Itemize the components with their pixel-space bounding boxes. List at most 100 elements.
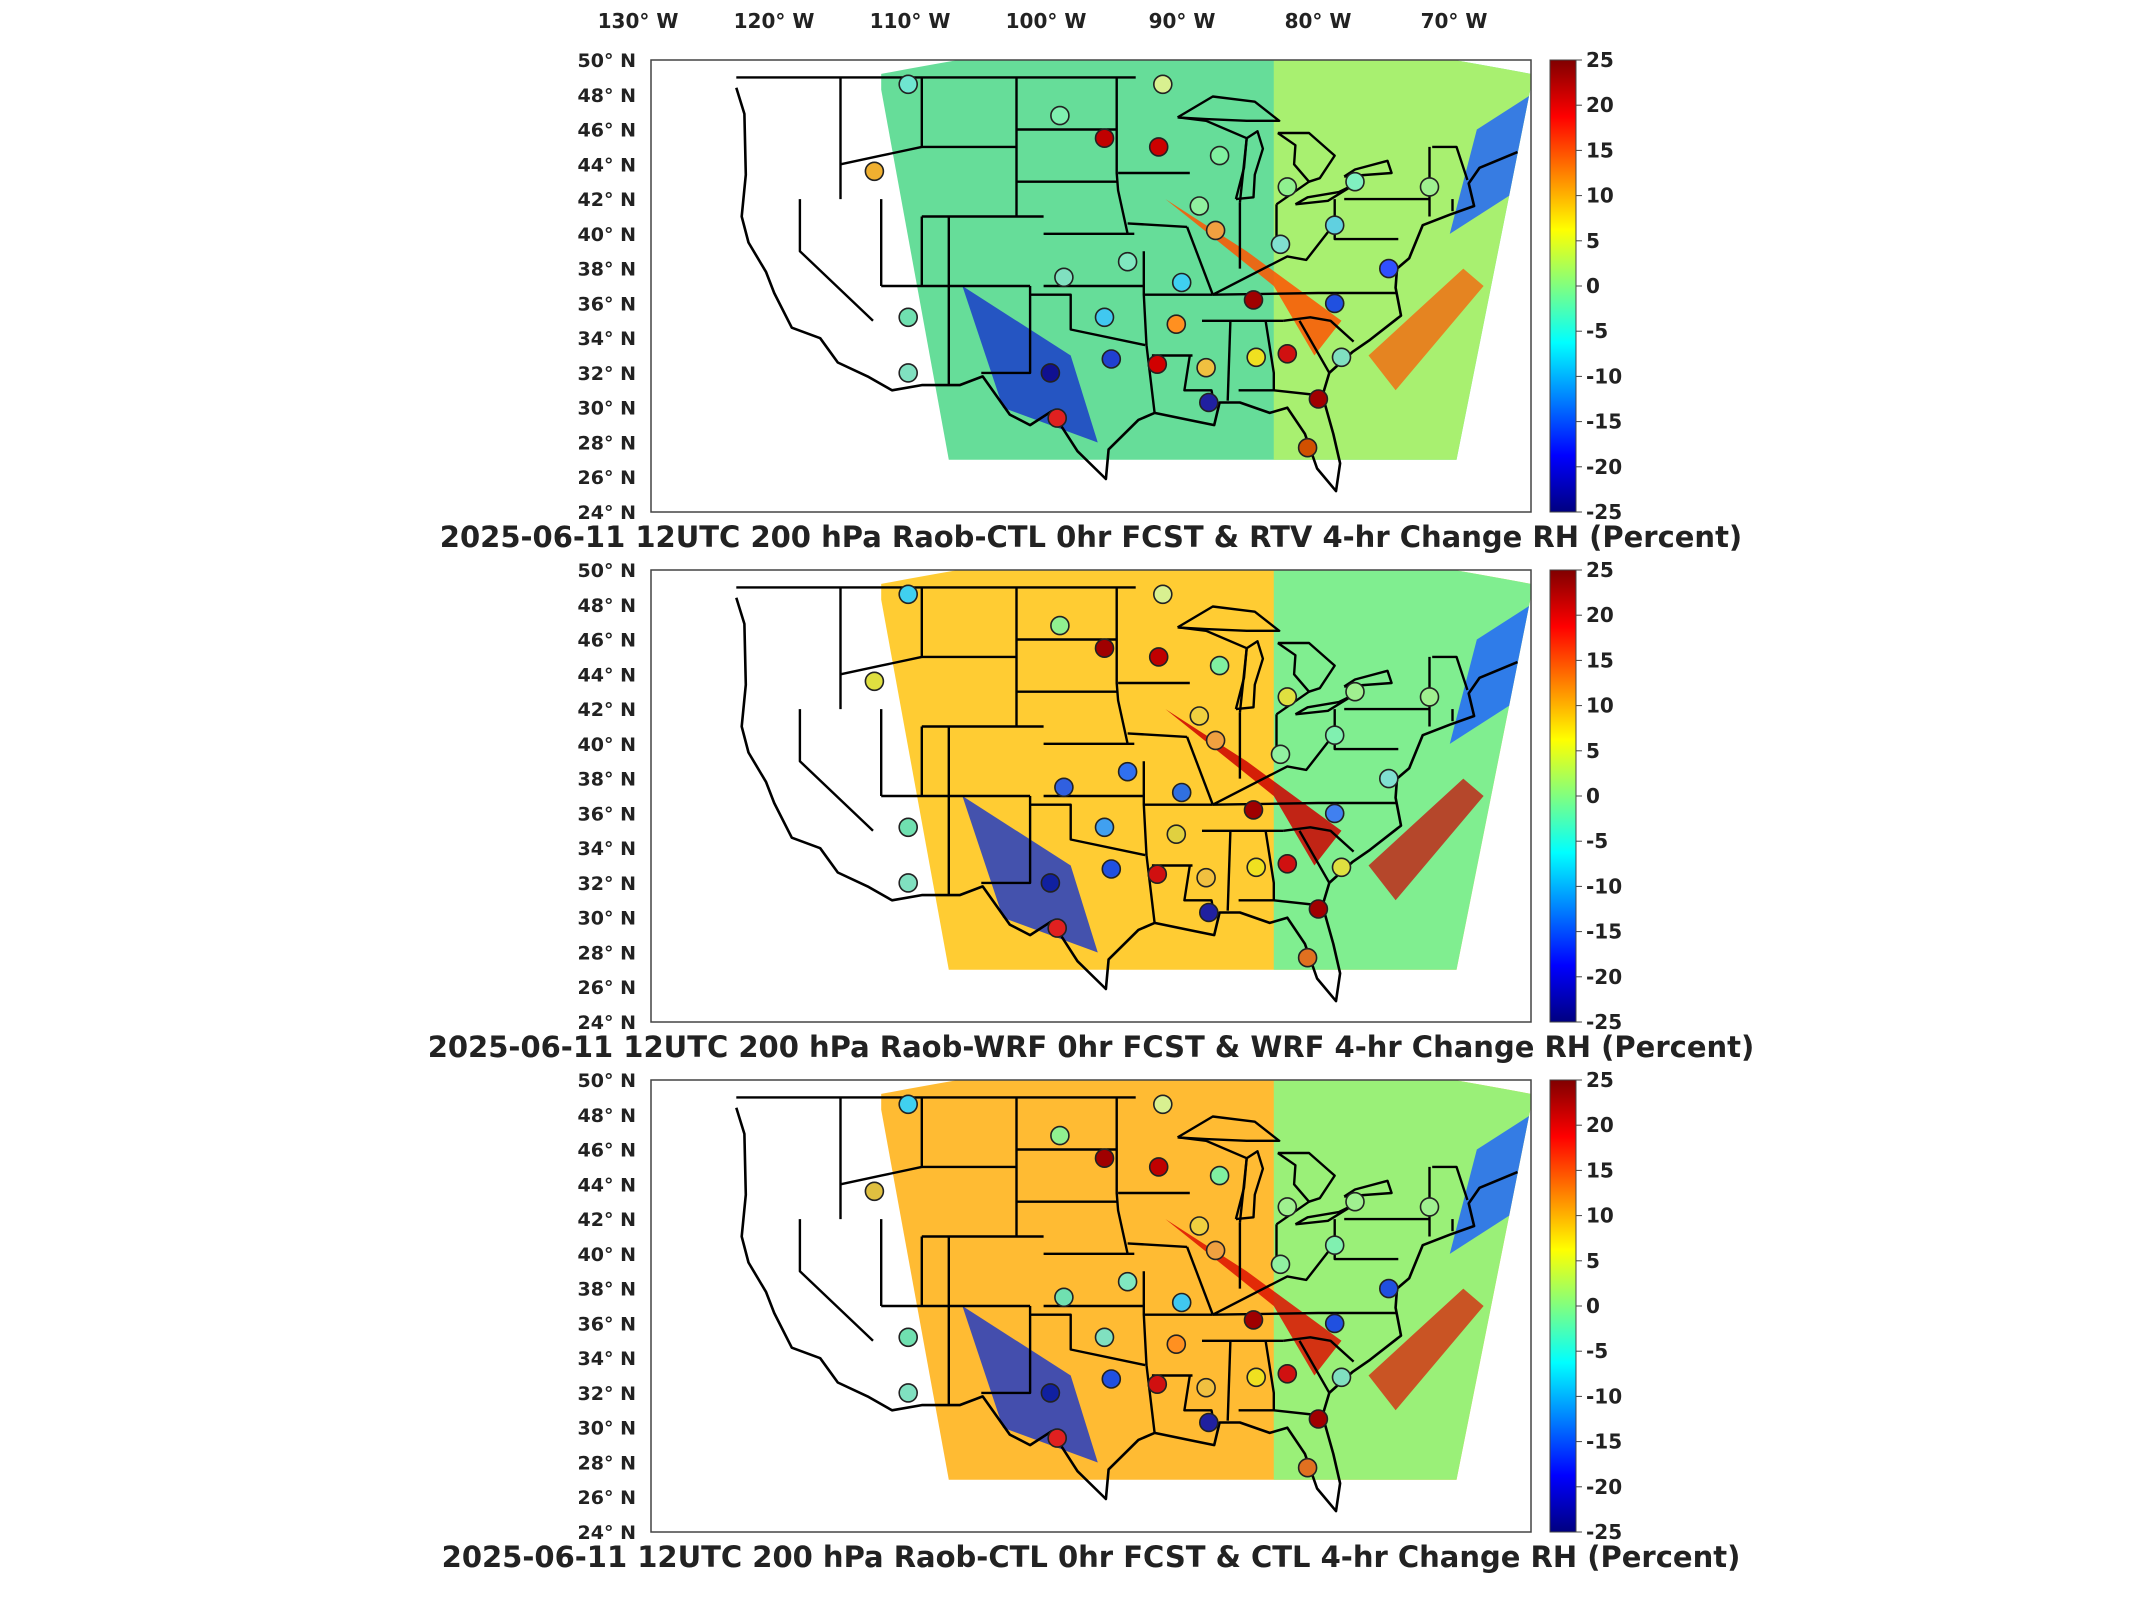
- raob-station-marker: [1040, 1383, 1061, 1403]
- raob-station-marker: [864, 161, 885, 182]
- raob-station-marker: [1147, 864, 1168, 885]
- panel-title: 2025-06-11 12UTC 200 hPa Raob-CTL 0hr FC…: [442, 1540, 1741, 1574]
- raob-station-marker: [1205, 1240, 1226, 1261]
- state-boundary: [1142, 761, 1156, 924]
- colorbar-tick-label: 5: [1586, 229, 1600, 253]
- great-lake-outline: [1343, 1179, 1393, 1198]
- raob-station-marker: [1094, 307, 1115, 328]
- raob-station-marker: [1171, 272, 1192, 293]
- raob-station-marker: [1147, 1374, 1168, 1394]
- lat-label: 38° N: [578, 259, 636, 281]
- state-boundary: [840, 1097, 923, 1186]
- raob-station-marker: [898, 873, 919, 893]
- colorbar-tick-label: 5: [1586, 1249, 1600, 1273]
- raob-station-marker: [1297, 437, 1318, 458]
- colorbar-tick-label: 10: [1586, 694, 1614, 718]
- raob-station-marker: [1117, 251, 1138, 272]
- lat-label: 28° N: [578, 1453, 636, 1475]
- state-boundary: [1212, 1242, 1336, 1316]
- state-boundary: [1226, 320, 1232, 401]
- raob-station-marker: [1040, 363, 1061, 383]
- raob-station-marker: [1196, 357, 1216, 378]
- state-boundary: [1238, 1340, 1276, 1412]
- raob-station-marker: [1324, 725, 1345, 746]
- colorbar-tick-label: -20: [1586, 1475, 1622, 1499]
- state-boundary: [1238, 320, 1276, 392]
- lat-label: 46° N: [578, 630, 636, 652]
- raob-station-marker: [1148, 647, 1169, 667]
- lon-label: 80° W: [1285, 9, 1352, 33]
- lat-label: 48° N: [578, 595, 636, 617]
- great-lake-outline: [1277, 1151, 1336, 1203]
- raob-station-marker: [898, 1327, 919, 1348]
- state-boundary: [1030, 803, 1146, 857]
- raob-station-marker: [1419, 1197, 1440, 1217]
- colorbar-tick-label: 20: [1586, 93, 1614, 117]
- great-lake-outline: [1234, 1150, 1265, 1221]
- lon-label: 110° W: [870, 9, 951, 33]
- lat-label: 44° N: [578, 154, 636, 176]
- raob-station-marker: [898, 307, 919, 328]
- colorbar-tick-label: -20: [1586, 965, 1622, 989]
- raob-station-marker: [1094, 1327, 1115, 1348]
- raob-station-marker: [1270, 1254, 1291, 1275]
- raob-station-marker: [1050, 1125, 1070, 1146]
- raob-station-marker: [1324, 1235, 1345, 1255]
- colorbar-tick-label: -15: [1586, 920, 1622, 944]
- raob-station-marker: [1054, 267, 1074, 288]
- state-boundary: [1333, 709, 1399, 751]
- raob-station-marker: [1297, 947, 1318, 968]
- great-lake-outline: [1343, 669, 1393, 688]
- lat-label: 44° N: [578, 664, 636, 686]
- lat-label: 26° N: [578, 467, 636, 489]
- raob-station-marker: [1379, 1278, 1399, 1299]
- great-lake-outline: [1277, 131, 1336, 183]
- lat-label: 24° N: [578, 1522, 636, 1544]
- state-boundary: [1115, 77, 1129, 235]
- colorbar-tick-label: 25: [1586, 48, 1614, 72]
- state-boundary: [981, 286, 1032, 375]
- raob-station-marker: [1308, 899, 1329, 919]
- raob-station-marker: [1153, 584, 1173, 605]
- state-boundary: [1142, 251, 1156, 414]
- lat-label: 42° N: [578, 699, 636, 721]
- raob-station-marker: [1094, 128, 1115, 148]
- colorbar-tick-label: 25: [1586, 1068, 1614, 1092]
- colorbar-tick-label: 10: [1586, 184, 1614, 208]
- colorbar: [1549, 1079, 1577, 1533]
- raob-station-marker: [1171, 1292, 1192, 1313]
- raob-station-marker: [1147, 354, 1168, 375]
- raob-station-marker: [1166, 824, 1187, 845]
- colorbar-tick-label: -15: [1586, 410, 1622, 434]
- colorbar-tick-label: 20: [1586, 603, 1614, 627]
- raob-station-marker: [1205, 730, 1226, 751]
- longitude-axis: 130° W 120° W 110° W 100° W 90° W 80° W 70° W: [598, 9, 1488, 33]
- raob-station-marker: [1101, 349, 1122, 369]
- colorbar-tick-label: -5: [1586, 1339, 1608, 1363]
- state-boundary: [840, 587, 923, 676]
- state-boundary: [1283, 316, 1355, 343]
- state-boundary: [1185, 1246, 1214, 1316]
- lat-label: 26° N: [578, 977, 636, 999]
- raob-station-marker: [1345, 681, 1365, 702]
- raob-station-marker: [1243, 1310, 1264, 1330]
- state-boundary: [1238, 830, 1276, 902]
- raob-station-marker: [1324, 803, 1345, 824]
- raob-station-marker: [1050, 615, 1070, 636]
- lat-label: 38° N: [578, 1279, 636, 1301]
- raob-station-marker: [1047, 408, 1067, 428]
- state-boundary: [798, 199, 874, 322]
- lat-label: 34° N: [578, 328, 636, 350]
- colorbar-tick-label: -5: [1586, 319, 1608, 343]
- raob-station-marker: [1047, 918, 1067, 938]
- raob-station-marker: [1345, 1191, 1365, 1212]
- raob-station-marker: [1270, 744, 1291, 765]
- colorbar-tick-label: -10: [1586, 364, 1622, 388]
- raob-station-marker: [1189, 706, 1210, 726]
- lat-label: 24° N: [578, 1012, 636, 1034]
- raob-station-marker: [1243, 800, 1264, 820]
- lat-label: 26° N: [578, 1487, 636, 1509]
- state-boundary: [1185, 736, 1214, 806]
- raob-station-marker: [1094, 817, 1115, 838]
- great-lake-outline: [1343, 159, 1393, 178]
